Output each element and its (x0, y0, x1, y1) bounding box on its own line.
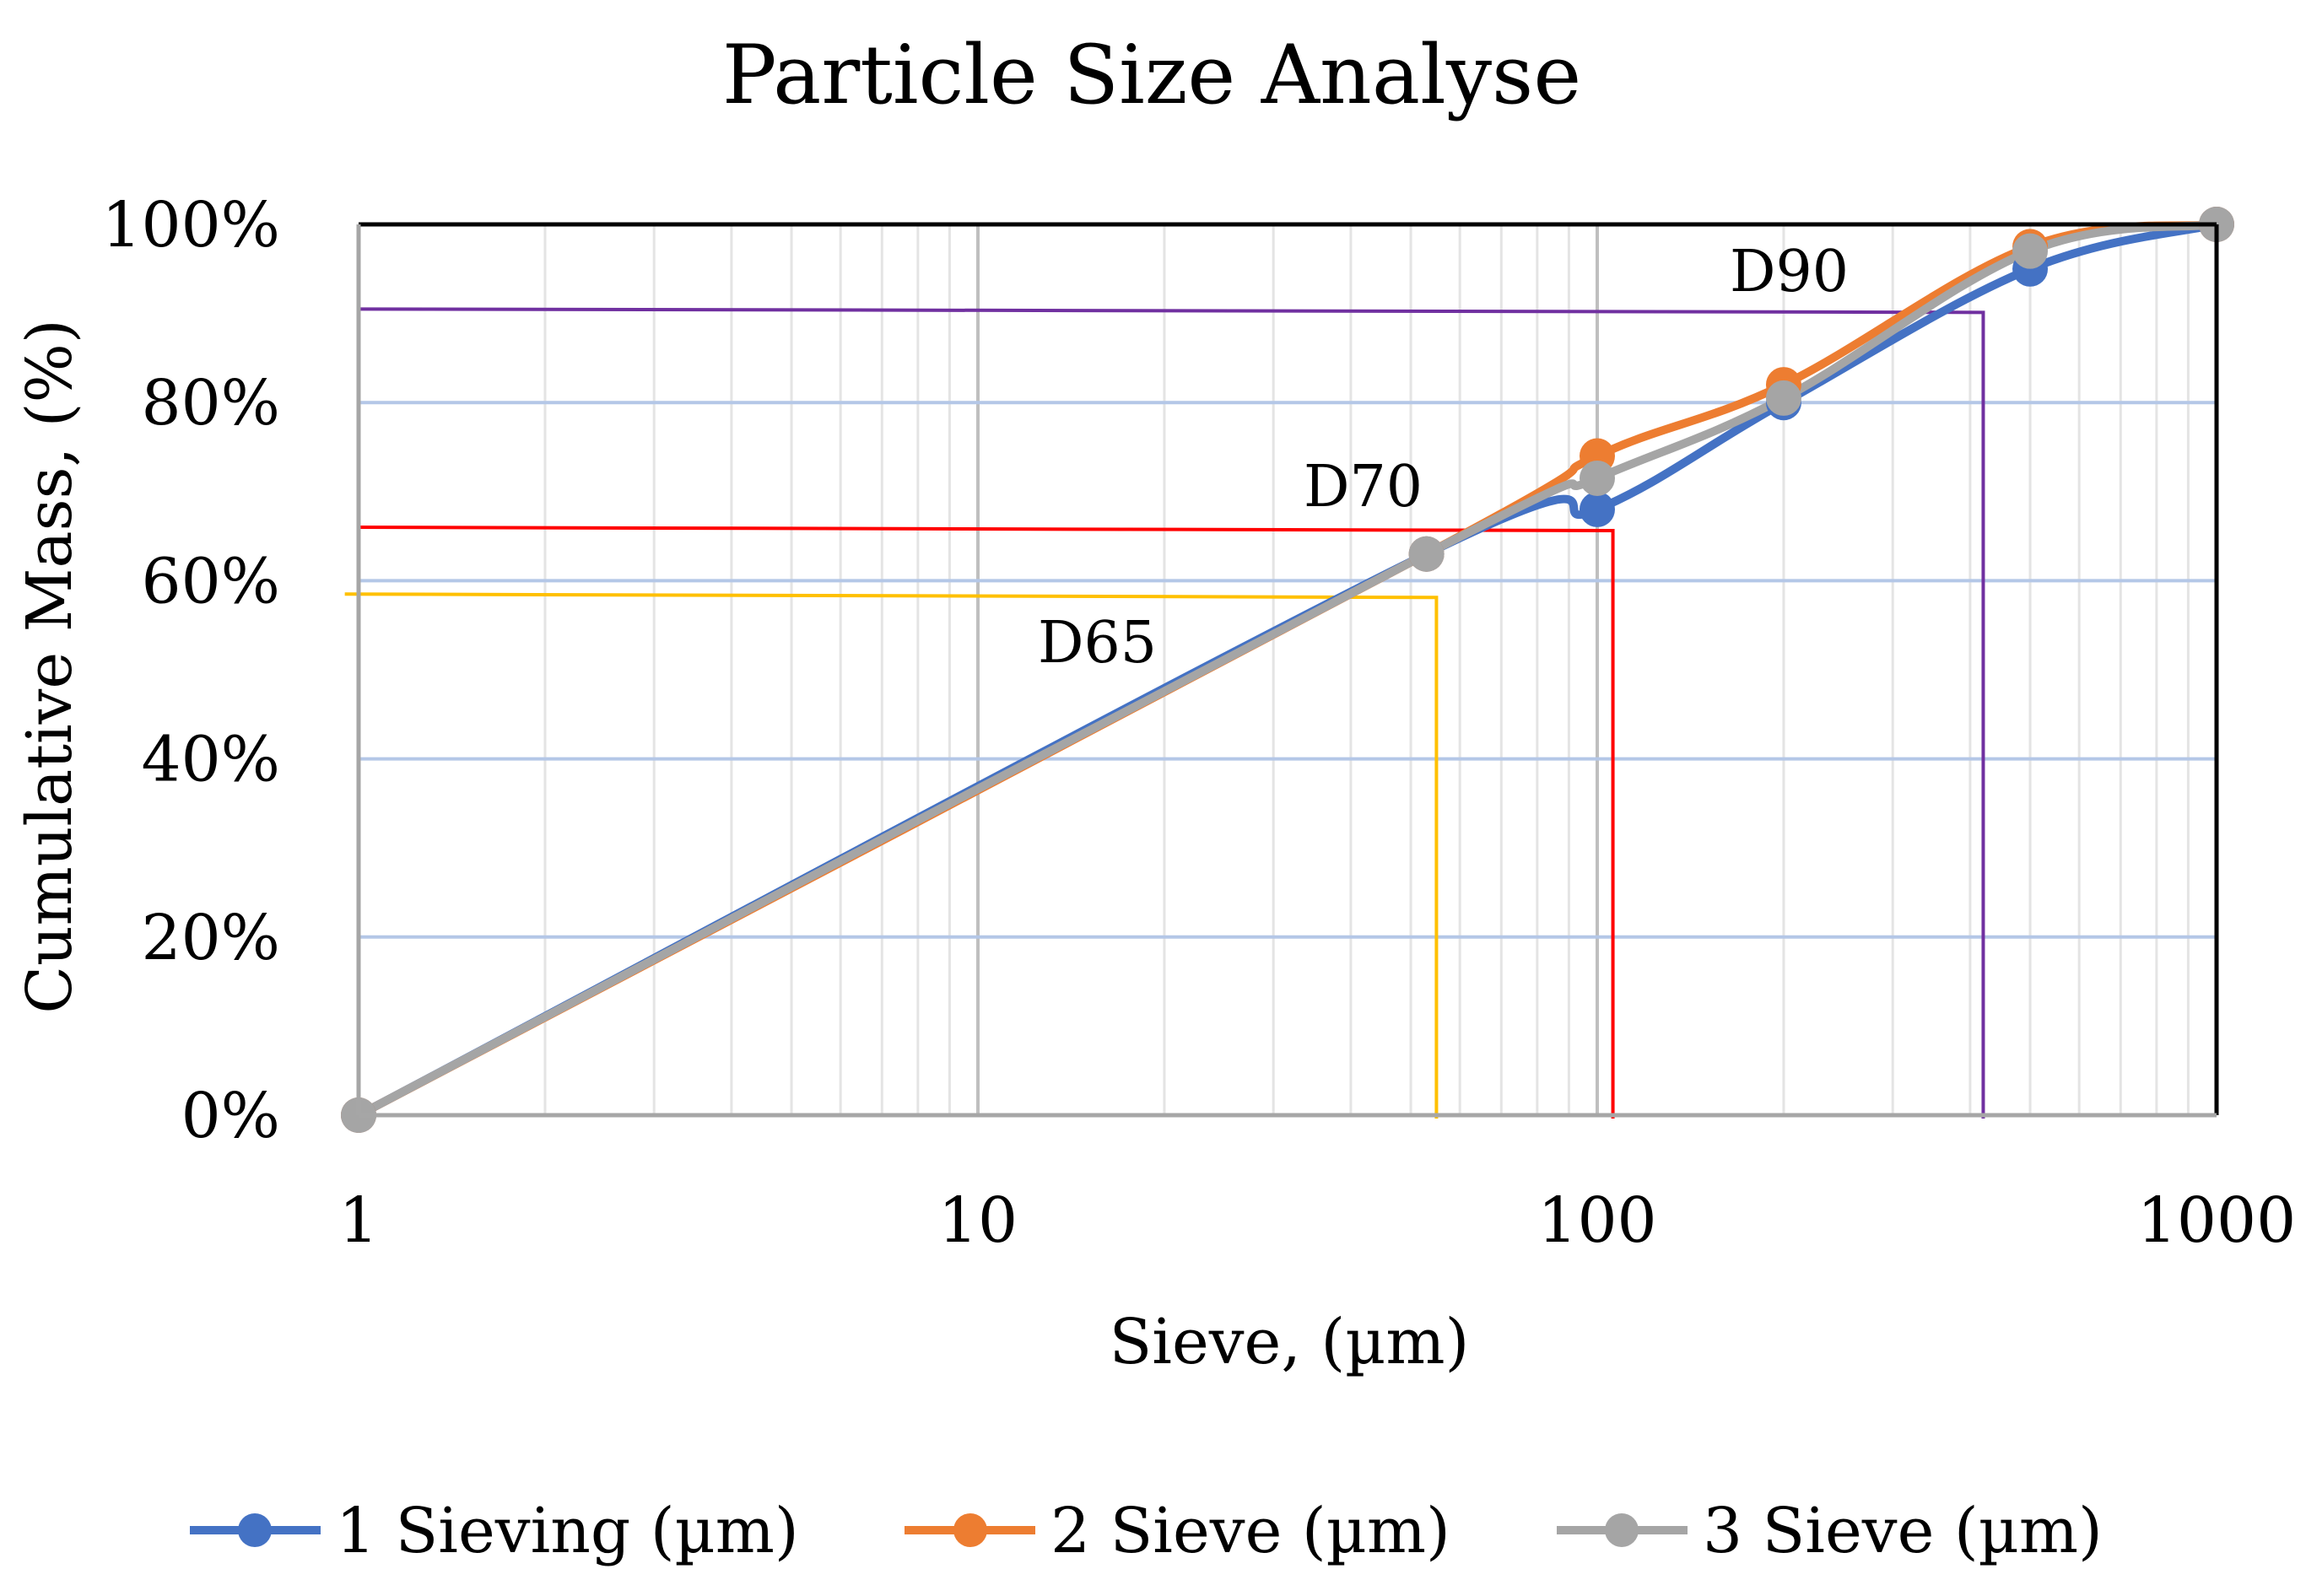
reference-line-d70 (358, 526, 1615, 1119)
y-tick-label: 80% (142, 367, 280, 439)
legend-swatch-marker (238, 1513, 272, 1547)
legend-item-series-2[interactable]: 2 Sieve (µm) (905, 1495, 1450, 1567)
x-tick-label: 1 (338, 1184, 378, 1257)
annotation-d90: D90 (1730, 239, 1849, 305)
series-lines (354, 220, 2221, 1119)
series-3-point (1765, 380, 1801, 416)
y-tick-label: 0% (181, 1080, 280, 1152)
y-axis-label: Cumulative Mass, (%) (14, 319, 86, 1013)
series-1-line (354, 220, 2221, 1119)
legend-item-series-3[interactable]: 3 Sieve (µm) (1557, 1495, 2103, 1567)
series-2-line (354, 220, 2221, 1119)
reference-line-d65 (344, 592, 1439, 1119)
legend-label: 3 Sieve (µm) (1703, 1495, 2103, 1567)
x-tick-label: 100 (1537, 1184, 1656, 1257)
series-3-point (1580, 460, 1615, 496)
plot-frame (356, 222, 2219, 1118)
y-tick-label: 40% (142, 724, 280, 796)
legend-label: 1 Sieving (µm) (336, 1495, 799, 1567)
legend-swatch-marker (1605, 1513, 1639, 1547)
y-axis-ticks: 0% 20% 40% 60% 80% 100% (101, 189, 280, 1152)
reference-line-d90 (358, 307, 1985, 1119)
series-3-line (354, 220, 2221, 1119)
legend-label: 2 Sieve (µm) (1050, 1495, 1450, 1567)
major-gridlines (357, 224, 2218, 1115)
reference-lines (344, 307, 1985, 1119)
annotation-d65: D65 (1038, 610, 1157, 677)
series-1-point (1580, 491, 1615, 527)
series-3-point (1408, 536, 1445, 572)
minor-gridlines (543, 224, 2190, 1115)
chart-title: Particle Size Analyse (722, 28, 1581, 122)
annotation-d70: D70 (1304, 454, 1423, 520)
legend-item-series-1[interactable]: 1 Sieving (µm) (190, 1495, 799, 1567)
x-tick-label: 10 (938, 1184, 1018, 1257)
series-markers (341, 207, 2234, 1133)
x-axis-ticks: 1 10 100 1000 (338, 1184, 2296, 1257)
legend-swatch-marker (953, 1513, 987, 1547)
x-axis-label: Sieve, (µm) (1110, 1306, 1470, 1378)
x-tick-label: 1000 (2137, 1184, 2296, 1257)
y-tick-label: 60% (142, 545, 280, 617)
legend: 1 Sieving (µm) 2 Sieve (µm) 3 Sieve (µm) (190, 1495, 2103, 1567)
series-3-point (2012, 233, 2049, 269)
y-tick-label: 100% (101, 189, 280, 262)
y-tick-label: 20% (142, 902, 280, 974)
